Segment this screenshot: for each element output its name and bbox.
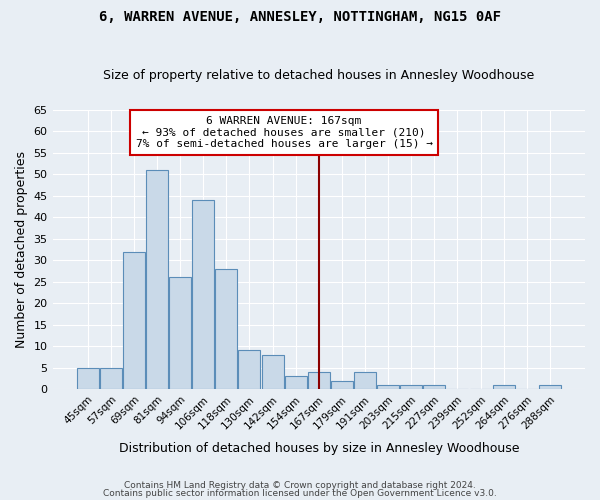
Text: 6 WARREN AVENUE: 167sqm
← 93% of detached houses are smaller (210)
7% of semi-de: 6 WARREN AVENUE: 167sqm ← 93% of detache… [136, 116, 433, 149]
Bar [377, 385, 399, 389]
Bar [146, 170, 168, 389]
Bar [539, 385, 561, 389]
Bar [493, 385, 515, 389]
Text: Contains HM Land Registry data © Crown copyright and database right 2024.: Contains HM Land Registry data © Crown c… [124, 481, 476, 490]
Bar [238, 350, 260, 389]
Bar [192, 200, 214, 389]
Bar [284, 376, 307, 389]
Bar [400, 385, 422, 389]
Bar [123, 252, 145, 389]
X-axis label: Distribution of detached houses by size in Annesley Woodhouse: Distribution of detached houses by size … [119, 442, 519, 455]
Bar [169, 278, 191, 389]
Bar [77, 368, 98, 389]
Bar [100, 368, 122, 389]
Title: Size of property relative to detached houses in Annesley Woodhouse: Size of property relative to detached ho… [103, 69, 535, 82]
Y-axis label: Number of detached properties: Number of detached properties [15, 151, 28, 348]
Text: Contains public sector information licensed under the Open Government Licence v3: Contains public sector information licen… [103, 488, 497, 498]
Bar [354, 372, 376, 389]
Bar [424, 385, 445, 389]
Bar [308, 372, 330, 389]
Bar [215, 268, 238, 389]
Text: 6, WARREN AVENUE, ANNESLEY, NOTTINGHAM, NG15 0AF: 6, WARREN AVENUE, ANNESLEY, NOTTINGHAM, … [99, 10, 501, 24]
Bar [331, 380, 353, 389]
Bar [262, 355, 284, 389]
